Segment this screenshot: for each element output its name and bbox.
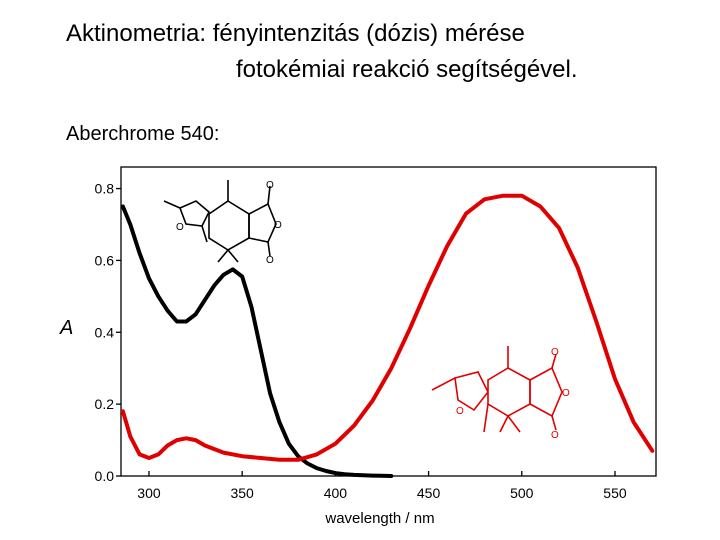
y-tick-label: 0.0 xyxy=(95,468,115,484)
x-tick-label: 500 xyxy=(510,485,534,501)
molecule-closed-form-image xyxy=(431,346,563,433)
molecule-open-o3: O xyxy=(266,255,274,266)
x-axis-label: wavelength / nm xyxy=(324,510,434,527)
slide-title-line2: fotokémiai reakció segítségével. xyxy=(236,56,578,83)
axis-ticks: 300 350 400 450 500 550 0.0 0.2 0.4 0.6 0.8 xyxy=(95,181,627,501)
molecule-closed-o2: O xyxy=(562,388,570,399)
slide-title-line1: Aktinometria: fényintenzitás (dózis) mér… xyxy=(66,20,525,47)
series-line-2 xyxy=(120,193,655,462)
plot-frame xyxy=(120,166,657,477)
x-tick-label: 350 xyxy=(230,485,254,501)
molecule-open-o4: O xyxy=(176,222,184,233)
molecule-closed-o3: O xyxy=(551,430,559,441)
y-tick-label: 0.6 xyxy=(95,252,115,268)
x-tick-label: 550 xyxy=(603,485,627,501)
series-group xyxy=(120,193,655,478)
y-axis-label: A xyxy=(59,317,73,339)
series-line-1 xyxy=(120,204,394,478)
molecule-open-o2: O xyxy=(274,220,282,231)
molecule-closed-o4: O xyxy=(456,406,464,417)
x-tick-label: 400 xyxy=(324,485,348,501)
molecule-closed-o1: O xyxy=(551,347,559,358)
y-tick-label: 0.4 xyxy=(95,324,115,340)
y-tick-label: 0.2 xyxy=(95,396,115,412)
slide-subtitle: Aberchrome 540: xyxy=(66,123,220,145)
molecule-open-o1: O xyxy=(266,180,274,191)
x-tick-label: 300 xyxy=(137,485,161,501)
molecule-open-form-image xyxy=(163,180,277,263)
y-tick-label: 0.8 xyxy=(95,181,115,197)
x-tick-label: 450 xyxy=(417,485,441,501)
